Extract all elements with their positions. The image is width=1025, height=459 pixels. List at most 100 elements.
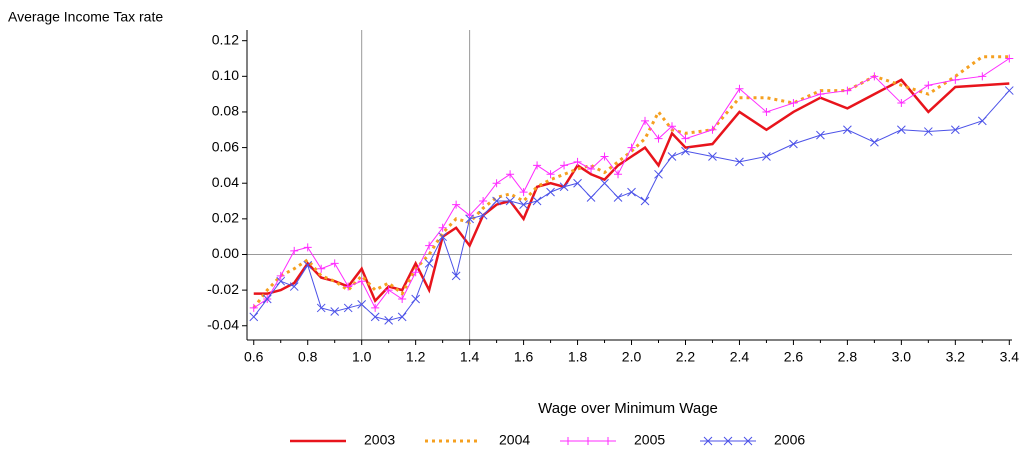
- marker: [735, 157, 744, 167]
- marker: [667, 152, 677, 161]
- marker: [479, 197, 488, 206]
- x-tick-label: 1.4: [460, 349, 480, 365]
- y-tick-label: 0.08: [212, 103, 239, 119]
- x-tick-label: 0.6: [244, 349, 264, 365]
- marker: [343, 303, 353, 313]
- legend-label: 2003: [364, 432, 395, 448]
- marker: [681, 134, 690, 143]
- y-tick-label: 0.04: [212, 174, 239, 190]
- marker: [519, 200, 528, 209]
- marker: [897, 99, 906, 108]
- marker: [843, 86, 852, 95]
- marker: [743, 436, 753, 446]
- marker: [505, 196, 515, 206]
- x-tick-label: 3.4: [1000, 349, 1020, 365]
- marker: [600, 152, 609, 161]
- marker: [465, 214, 474, 224]
- marker: [640, 196, 650, 206]
- marker: [533, 161, 542, 170]
- marker: [384, 286, 393, 295]
- marker: [560, 161, 569, 170]
- marker: [627, 187, 636, 197]
- marker: [451, 271, 461, 281]
- marker: [398, 295, 407, 304]
- marker: [816, 130, 825, 140]
- marker: [546, 187, 555, 197]
- x-tick-label: 1.8: [568, 349, 588, 365]
- marker: [762, 152, 771, 161]
- series-line: [253, 78, 1010, 304]
- marker: [438, 232, 447, 242]
- marker: [977, 116, 987, 126]
- marker: [586, 193, 596, 202]
- marker: [668, 122, 676, 131]
- marker: [303, 243, 312, 252]
- marker: [789, 139, 798, 149]
- marker: [924, 81, 933, 90]
- y-tick-label: 0.02: [212, 210, 239, 226]
- y-tick-label: 0.00: [212, 245, 239, 261]
- marker: [249, 303, 258, 312]
- marker: [950, 125, 960, 135]
- marker: [546, 170, 555, 179]
- marker: [357, 277, 366, 286]
- marker: [870, 137, 879, 147]
- marker: [371, 303, 380, 312]
- marker: [370, 312, 380, 322]
- marker: [425, 241, 434, 250]
- marker: [708, 152, 717, 161]
- marker: [951, 75, 960, 84]
- marker: [762, 107, 771, 116]
- marker: [303, 260, 313, 270]
- marker: [411, 268, 420, 277]
- y-tick-label: -0.04: [207, 316, 239, 332]
- marker: [584, 437, 592, 445]
- y-tick-label: 0.10: [212, 67, 239, 83]
- marker: [843, 125, 852, 135]
- legend-label: 2004: [499, 432, 530, 448]
- marker: [600, 178, 609, 188]
- x-tick-label: 2.0: [622, 349, 642, 365]
- x-tick-label: 2.6: [784, 349, 804, 365]
- marker: [870, 72, 879, 81]
- marker: [262, 294, 272, 304]
- marker: [532, 196, 542, 206]
- marker: [604, 437, 612, 445]
- x-tick-label: 3.2: [946, 349, 966, 365]
- marker: [478, 210, 488, 220]
- marker: [573, 178, 582, 188]
- x-tick-label: 1.6: [514, 349, 534, 365]
- marker: [627, 143, 636, 152]
- marker: [411, 294, 421, 304]
- marker: [703, 436, 713, 446]
- marker: [492, 196, 501, 206]
- marker: [641, 116, 650, 125]
- series-line: [253, 90, 1010, 321]
- marker: [289, 282, 299, 291]
- marker: [681, 146, 690, 156]
- marker: [357, 300, 367, 309]
- marker: [923, 127, 933, 136]
- marker: [1004, 86, 1014, 95]
- marker: [316, 303, 326, 313]
- marker: [492, 179, 501, 188]
- marker: [397, 312, 407, 322]
- marker: [587, 164, 596, 173]
- marker: [654, 169, 663, 179]
- marker: [978, 72, 987, 81]
- marker: [519, 188, 528, 197]
- series-line: [253, 58, 1010, 309]
- x-tick-label: 1.2: [406, 349, 426, 365]
- marker: [573, 157, 582, 166]
- marker: [897, 125, 906, 135]
- marker: [564, 437, 572, 445]
- marker: [723, 436, 733, 446]
- y-tick-label: 0.12: [212, 31, 239, 47]
- marker: [613, 193, 623, 202]
- marker: [816, 90, 825, 99]
- x-tick-label: 3.0: [892, 349, 912, 365]
- marker: [559, 182, 569, 192]
- marker: [789, 99, 798, 108]
- legend-label: 2006: [774, 432, 805, 448]
